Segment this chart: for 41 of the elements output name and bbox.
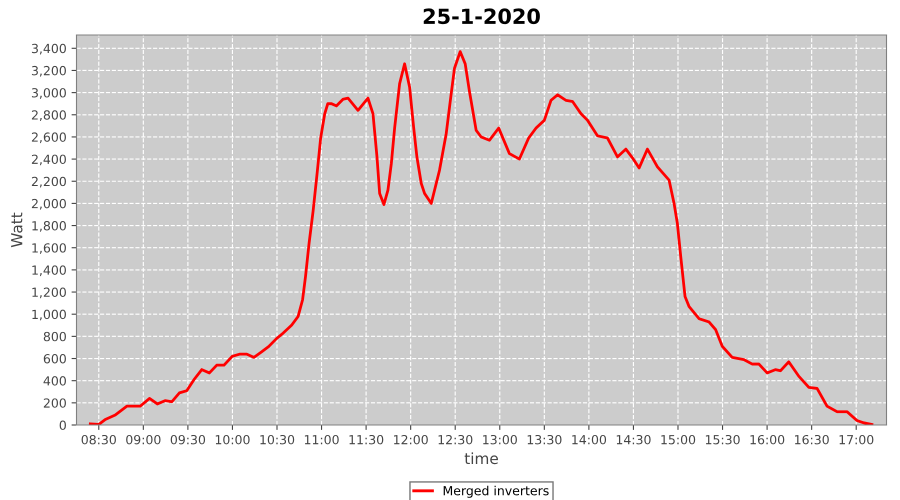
x-tick-label: 11:30 [349,434,384,444]
x-tick-label: 12:30 [438,434,472,444]
y-axis-title: Watt [11,212,22,248]
y-tick-label: 3,200 [32,66,66,77]
y-tick-label: 1,800 [32,221,66,232]
y-tick-label: 2,600 [32,132,66,144]
x-tick-label: 13:00 [483,434,517,444]
x-tick-label: 17:00 [840,434,874,444]
x-tick-label: 10:30 [260,434,294,444]
y-tick-label: 2,000 [32,198,66,210]
y-tick-label: 800 [44,332,66,342]
x-tick-label: 08:30 [82,434,116,444]
y-tick-label: 2,200 [32,176,66,188]
x-tick-label: 11:00 [304,434,339,444]
y-tick-label: 3,000 [32,88,66,99]
y-tick-label: 1,400 [32,265,66,276]
x-tick-label: 14:30 [616,434,651,444]
y-tick-label: 1,200 [32,288,66,298]
x-tick-label: 14:00 [572,434,606,444]
y-tick-label: 3,400 [32,44,66,54]
x-tick-label: 16:00 [750,434,784,444]
y-tick-label: 0 [60,420,66,430]
y-tick-label: 2,400 [32,154,66,166]
x-tick-label: 15:30 [706,434,740,444]
y-tick-label: 200 [44,398,66,408]
x-tick-label: 09:30 [170,434,206,444]
y-tick-label: 2,800 [32,110,66,121]
x-tick-label: 16:30 [795,434,829,444]
y-tick-label: 600 [44,354,66,364]
x-tick-label: 10:00 [216,434,250,444]
x-tick-label: 13:30 [528,434,562,444]
x-tick-label: 09:00 [126,434,161,444]
chart-title: 25-1-2020 [424,8,540,24]
legend-label: Merged inverters [444,486,549,498]
y-tick-label: 1,600 [32,243,66,254]
y-tick-label: 400 [44,376,66,386]
x-tick-label: 12:00 [394,434,428,444]
x-tick-label: 15:00 [661,434,696,444]
x-axis-title: time [464,452,498,464]
y-tick-label: 1,000 [32,310,66,320]
line-series [88,50,874,425]
